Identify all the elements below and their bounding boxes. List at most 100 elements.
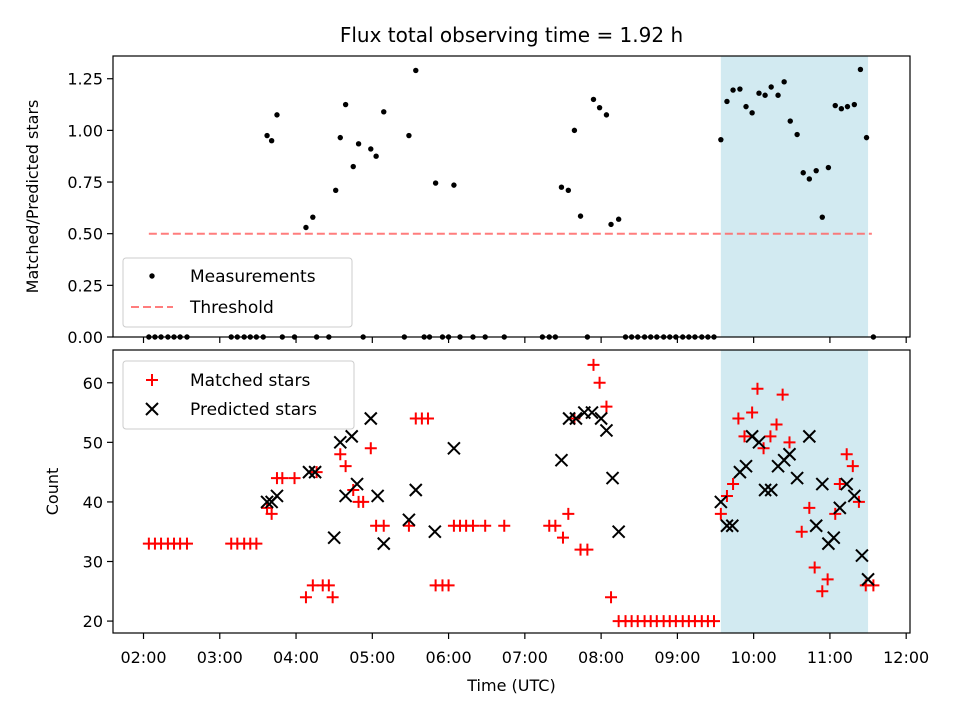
x-tick-label: 03:00 xyxy=(197,648,243,667)
data-point xyxy=(373,153,379,159)
panel-top-frame xyxy=(112,55,911,338)
data-point xyxy=(466,519,479,532)
data-point xyxy=(302,465,316,479)
data-point xyxy=(737,86,743,92)
data-point xyxy=(752,435,766,450)
y-tick-label: 1.25 xyxy=(67,70,103,89)
data-point xyxy=(274,112,280,118)
data-point xyxy=(855,548,869,563)
y-tick-label: 0.75 xyxy=(67,173,103,192)
data-point xyxy=(770,418,783,431)
data-point xyxy=(725,519,740,533)
panel-top-yticks: 0.00 0.25 0.50 0.75 1.00 1.25 xyxy=(67,70,113,347)
data-point xyxy=(338,489,353,503)
data-point xyxy=(790,471,804,485)
data-point xyxy=(863,134,870,141)
data-point xyxy=(746,406,759,419)
data-point xyxy=(442,579,455,592)
legend-measurements-label: Measurements xyxy=(190,267,316,287)
data-point xyxy=(364,442,377,455)
data-point xyxy=(751,382,764,395)
data-point xyxy=(795,525,808,538)
data-point xyxy=(832,102,838,109)
data-point xyxy=(743,103,749,110)
data-point xyxy=(724,98,730,105)
data-point xyxy=(569,411,583,426)
data-point xyxy=(833,478,846,491)
x-tick-label: 06:00 xyxy=(426,648,472,667)
data-point xyxy=(718,136,724,143)
data-point xyxy=(355,141,362,147)
data-point xyxy=(549,519,562,532)
data-point xyxy=(556,531,569,544)
panel-bottom-xticks: 02:00 03:00 04:00 05:00 06:00 07:00 08:00 09:00… xyxy=(120,633,929,667)
x-tick-label: 04:00 xyxy=(273,648,319,667)
data-point xyxy=(587,358,600,371)
data-point xyxy=(409,483,423,497)
data-point xyxy=(838,105,845,112)
data-point xyxy=(806,176,813,182)
legend-matched-label: Matched stars xyxy=(190,371,310,391)
data-point xyxy=(447,441,461,456)
data-point xyxy=(739,459,753,473)
data-point xyxy=(594,411,608,426)
data-point xyxy=(605,591,618,604)
data-point xyxy=(846,460,859,473)
data-point xyxy=(800,170,806,176)
data-point xyxy=(333,187,339,194)
data-point xyxy=(730,87,736,93)
x-tick-label: 07:00 xyxy=(502,648,548,667)
data-point xyxy=(585,405,599,420)
data-point xyxy=(303,224,309,231)
panel-bottom: 20 30 40 50 60 02:00 03:00 04:00 05:00 06:00 07:0… xyxy=(43,349,929,695)
data-point xyxy=(794,131,800,138)
data-point xyxy=(827,530,841,545)
data-point xyxy=(451,182,457,188)
y-tick-label: 40 xyxy=(83,493,103,512)
x-tick-label: 12:00 xyxy=(883,648,929,667)
data-point xyxy=(276,472,289,485)
data-point xyxy=(727,478,740,491)
data-point xyxy=(768,84,774,90)
x-tick-label: 10:00 xyxy=(731,648,777,667)
data-point xyxy=(599,423,614,438)
panel-bottom-frame xyxy=(112,349,911,634)
data-point xyxy=(333,435,347,450)
data-point xyxy=(368,146,374,152)
data-point xyxy=(593,376,606,389)
x-tick-label: 11:00 xyxy=(807,648,853,667)
data-point xyxy=(720,489,733,502)
data-point xyxy=(413,67,419,74)
data-point xyxy=(327,530,341,545)
panel-bottom-yticks: 20 30 40 50 60 xyxy=(83,374,113,631)
data-point xyxy=(611,525,626,539)
data-point xyxy=(756,90,762,96)
data-point xyxy=(707,615,720,628)
data-point xyxy=(738,430,751,443)
data-point xyxy=(326,591,339,604)
data-point xyxy=(764,430,777,443)
data-point xyxy=(402,513,416,527)
data-point xyxy=(802,429,817,444)
data-point xyxy=(844,103,851,110)
data-point xyxy=(600,400,613,413)
data-point xyxy=(377,519,390,532)
data-point xyxy=(357,495,370,508)
data-point xyxy=(720,519,734,533)
data-point xyxy=(813,167,819,174)
data-point xyxy=(350,477,364,491)
data-point xyxy=(345,429,359,444)
y-tick-label: 1.00 xyxy=(67,121,103,140)
data-point xyxy=(260,495,274,509)
data-point xyxy=(782,447,797,461)
data-point xyxy=(270,489,284,503)
data-point xyxy=(839,477,854,491)
data-point xyxy=(558,184,565,190)
panel-bottom-marks xyxy=(142,358,880,628)
panel-top-marks xyxy=(146,66,877,340)
x-tick-label: 02:00 xyxy=(120,648,166,667)
data-point xyxy=(581,543,594,556)
data-point xyxy=(250,537,263,550)
data-point xyxy=(265,507,278,520)
